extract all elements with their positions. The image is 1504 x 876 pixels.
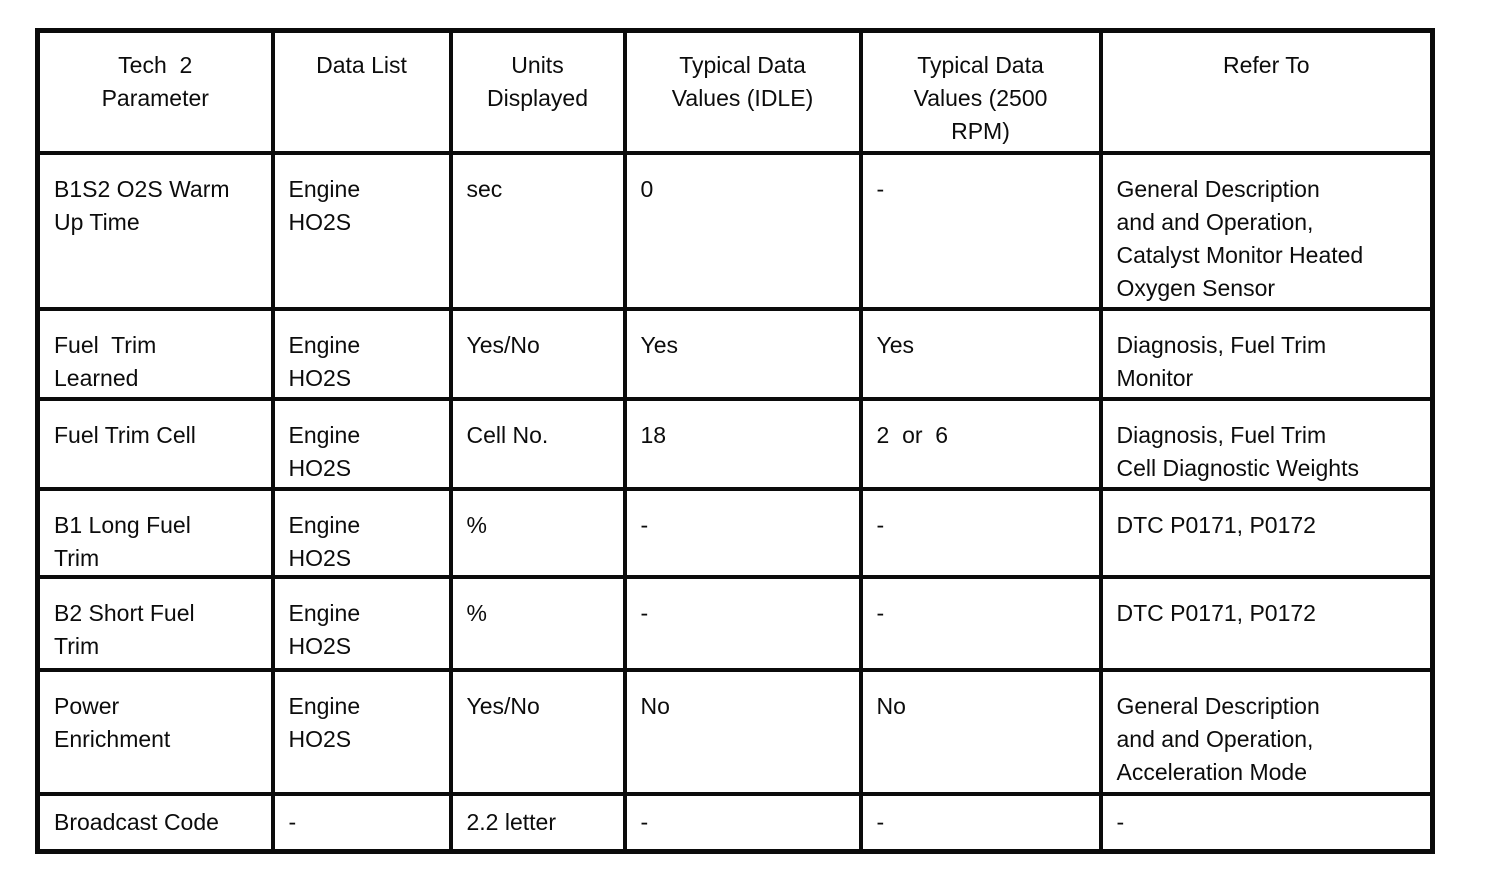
table-cell: Yes/No — [448, 667, 627, 796]
table-cell: - — [622, 791, 863, 854]
table-cell: 0 — [622, 150, 863, 311]
table-cell: 18 — [622, 396, 863, 491]
table-cell: B2 Short Fuel Trim — [35, 574, 275, 672]
table-row: Fuel Trim Cell Engine HO2S Cell No. 18 2 or … — [35, 396, 1435, 491]
table-cell: B1 Long Fuel Trim — [35, 486, 275, 579]
table-cell: sec — [448, 150, 627, 311]
table-cell: Diagnosis, Fuel Trim Cell Diagnostic Wei… — [1098, 396, 1435, 491]
table-cell: - — [858, 486, 1103, 579]
table-cell: - — [622, 486, 863, 579]
table-row: Broadcast Code -2.2 letter - - - — [35, 791, 1435, 854]
table-cell: - — [858, 574, 1103, 672]
table-cell: Yes/No — [448, 306, 627, 401]
header-cell: Refer To — [1098, 28, 1435, 155]
table-cell: % — [448, 486, 627, 579]
table-cell: - — [858, 791, 1103, 854]
table-cell: Engine HO2S — [270, 574, 453, 672]
table-cell: Engine HO2S — [270, 486, 453, 579]
table-header-row: Tech 2 Parameter Data List Units Displayed… — [35, 28, 1435, 155]
header-cell: Units Displayed — [448, 28, 627, 155]
header-cell: Typical Data Values (2500 RPM) — [858, 28, 1103, 155]
table-cell: - — [1098, 791, 1435, 854]
table-cell: B1S2 O2S Warm Up Time — [35, 150, 275, 311]
table-cell: General Description and and Operation, C… — [1098, 150, 1435, 311]
table-cell: Broadcast Code — [35, 791, 275, 854]
table-cell: Engine HO2S — [270, 667, 453, 796]
table-cell: - — [858, 150, 1103, 311]
header-cell: Tech 2 Parameter — [35, 28, 275, 155]
table-cell: Fuel Trim Cell — [35, 396, 275, 491]
table-cell: - — [622, 574, 863, 672]
table-cell: Engine HO2S — [270, 306, 453, 401]
table-cell: % — [448, 574, 627, 672]
table-cell: Engine HO2S — [270, 150, 453, 311]
table-cell: Power Enrichment — [35, 667, 275, 796]
table-row: Power Enrichment Engine HO2S Yes/No No No Gen… — [35, 667, 1435, 796]
table-row: B1 Long Fuel Trim Engine HO2S% - - DTC P0171… — [35, 486, 1435, 579]
table-cell: - — [270, 791, 453, 854]
table-cell: Yes — [622, 306, 863, 401]
table-cell: 2.2 letter — [448, 791, 627, 854]
table-cell: 2 or 6 — [858, 396, 1103, 491]
table-row: B1S2 O2S Warm Up Time Engine HO2S sec 0- Gen… — [35, 150, 1435, 311]
tech2-parameter-table: Tech 2 Parameter Data List Units Displayed… — [35, 28, 1435, 854]
table-cell: DTC P0171, P0172 — [1098, 574, 1435, 672]
table-cell: No — [622, 667, 863, 796]
table-row: Fuel Trim Learned Engine HO2S Yes/No Yes Yes… — [35, 306, 1435, 401]
table-cell: Fuel Trim Learned — [35, 306, 275, 401]
table-cell: Cell No. — [448, 396, 627, 491]
table-cell: DTC P0171, P0172 — [1098, 486, 1435, 579]
table-cell: Engine HO2S — [270, 396, 453, 491]
header-cell: Data List — [270, 28, 453, 155]
table-body: B1S2 O2S Warm Up Time Engine HO2S sec 0- Gen… — [35, 150, 1435, 854]
table-cell: Yes — [858, 306, 1103, 401]
table-cell: General Description and and Operation, A… — [1098, 667, 1435, 796]
table-cell: Diagnosis, Fuel Trim Monitor — [1098, 306, 1435, 401]
table-row: B2 Short Fuel Trim Engine HO2S% - - DTC P017… — [35, 574, 1435, 672]
table-cell: No — [858, 667, 1103, 796]
header-cell: Typical Data Values (IDLE) — [622, 28, 863, 155]
